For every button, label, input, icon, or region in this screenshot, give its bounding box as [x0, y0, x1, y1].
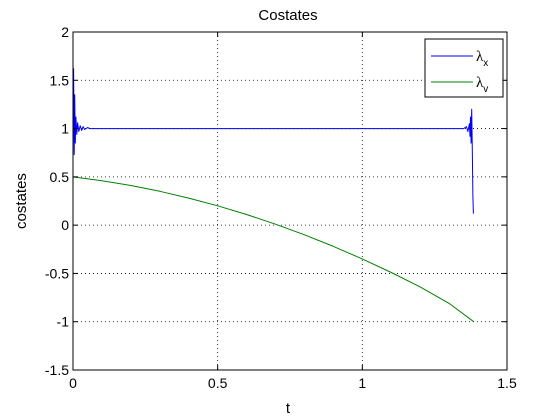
x-tick-label: 1: [358, 375, 366, 391]
y-tick-label: 2: [61, 24, 69, 40]
y-tick-label: -0.5: [45, 265, 69, 281]
y-tick-label: -1.5: [45, 362, 69, 378]
y-tick-labels: -1.5 -1 -0.5 0 0.5 1 1.5 2: [45, 24, 69, 378]
y-tick-label: -1: [57, 314, 70, 330]
legend-symbol: λ: [476, 75, 484, 91]
x-tick-labels: 0 0.5 1 1.5: [69, 375, 517, 391]
tick-marks: [72, 31, 508, 371]
legend-label-lambda-v: λv: [476, 75, 488, 95]
y-tick-label: 1.5: [50, 72, 70, 88]
y-axis-label: costates: [13, 173, 30, 229]
legend-subscript: v: [483, 84, 488, 95]
y-tick-label: 1: [61, 121, 69, 137]
x-axis-label: t: [286, 400, 291, 417]
legend-label-lambda-x: λx: [476, 49, 488, 69]
y-tick-label: 0: [61, 217, 69, 233]
x-tick-label: 0.5: [208, 375, 228, 391]
y-tick-label: 0.5: [50, 169, 70, 185]
legend-subscript: x: [483, 58, 488, 69]
axes-frame: [72, 31, 508, 371]
legend-symbol: λ: [476, 49, 484, 65]
legend-box: [424, 38, 504, 98]
x-tick-label: 0: [69, 375, 77, 391]
series-line-lambda-v: [72, 176, 474, 323]
chart-title: Costates: [258, 7, 317, 24]
x-tick-label: 1.5: [497, 375, 517, 391]
